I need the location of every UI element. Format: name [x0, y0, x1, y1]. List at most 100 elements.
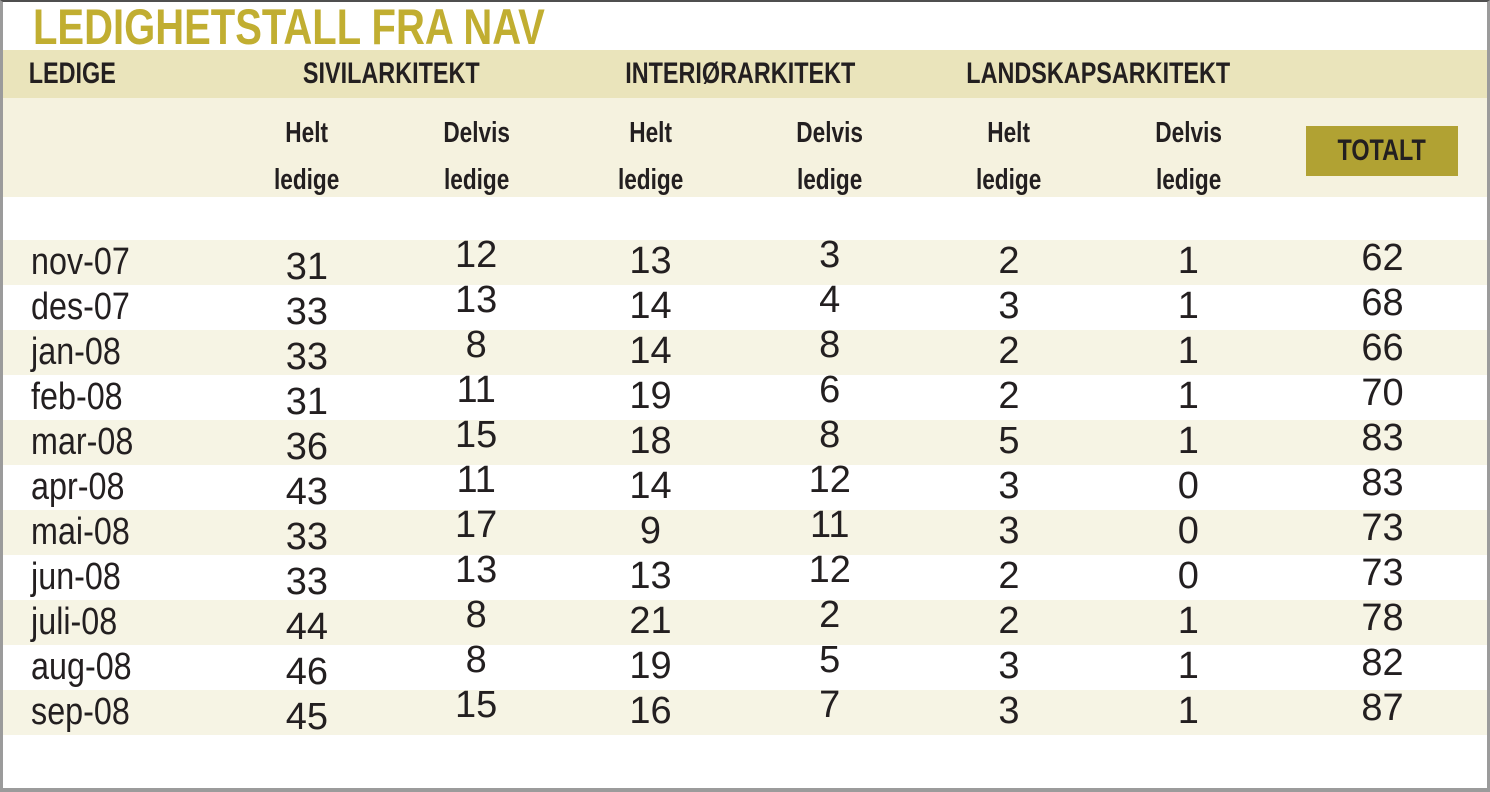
int-delvis-cell: 12 — [808, 459, 851, 501]
int-delvis-cell: 3 — [819, 234, 841, 276]
sub-header-row: Helt ledige Delvis ledige Helt ledige Delvi… — [3, 98, 1487, 197]
totalt-header-wrap: TOTALT — [1278, 98, 1487, 197]
total-cell: 87 — [1361, 687, 1404, 729]
sub-header-int-delvis: Delvis ledige — [796, 117, 864, 196]
month-cell: feb-08 — [31, 376, 123, 418]
total-cell: 70 — [1361, 372, 1404, 414]
month-cell: juli-08 — [31, 601, 118, 643]
land-delvis-cell: 0 — [1177, 510, 1199, 552]
siv-delvis-cell: 12 — [455, 234, 498, 276]
siv-delvis-cell: 11 — [456, 459, 496, 501]
land-delvis-cell: 1 — [1177, 240, 1199, 282]
siv-delvis-cell: 11 — [456, 369, 496, 411]
int-helt-cell: 14 — [629, 465, 672, 507]
header-ledige: LEDIGE — [28, 57, 116, 90]
int-helt-cell: 19 — [629, 645, 672, 687]
table-row: jan-08 33 8 14 8 2 1 66 — [3, 324, 1487, 378]
siv-delvis-cell: 17 — [455, 504, 498, 546]
siv-helt-cell: 36 — [285, 426, 329, 468]
month-cell: aug-08 — [31, 646, 132, 688]
sub-header-spacer — [3, 98, 222, 197]
sub-header-int-helt: Helt ledige — [617, 117, 684, 196]
int-delvis-cell: 2 — [819, 594, 841, 636]
header-group-sivilarkitekt: SIVILARKITEKT — [303, 57, 480, 90]
land-delvis-cell: 1 — [1177, 375, 1199, 417]
totalt-header-badge: TOTALT — [1305, 126, 1458, 176]
column-group-header-row: LEDIGE SIVILARKITEKT INTERIØRARKITEKT LA… — [3, 50, 1487, 98]
siv-helt-cell: 33 — [285, 561, 329, 603]
table-row: mar-08 36 15 18 8 5 1 83 — [3, 414, 1487, 468]
int-delvis-cell: 8 — [819, 324, 841, 366]
total-cell: 83 — [1361, 417, 1404, 459]
total-cell: 66 — [1361, 327, 1404, 369]
table-row: mai-08 33 17 9 11 3 0 73 — [3, 504, 1487, 558]
table-row: juli-08 44 8 21 2 2 1 78 — [3, 594, 1487, 648]
int-helt-cell: 18 — [629, 420, 672, 462]
int-delvis-cell: 12 — [808, 549, 851, 591]
siv-helt-cell: 44 — [285, 606, 329, 648]
land-delvis-cell: 1 — [1177, 600, 1199, 642]
siv-delvis-cell: 8 — [465, 324, 487, 366]
int-delvis-cell: 11 — [810, 504, 850, 546]
land-delvis-cell: 1 — [1177, 330, 1199, 372]
month-cell: nov-07 — [31, 241, 130, 283]
header-group-landskapsarkitekt: LANDSKAPSARKITEKT — [966, 57, 1231, 90]
header-group-interiorarkitekt: INTERIØRARKITEKT — [625, 57, 856, 90]
table-body: nov-07 31 12 13 3 2 1 62 des-07 33 13 14… — [3, 234, 1487, 738]
table-row: sep-08 45 15 16 7 3 1 87 — [3, 684, 1487, 738]
int-delvis-cell: 7 — [819, 684, 841, 726]
total-cell: 83 — [1361, 462, 1404, 504]
int-helt-cell: 16 — [629, 690, 672, 732]
month-cell: jun-08 — [31, 556, 121, 598]
siv-delvis-cell: 8 — [465, 594, 487, 636]
total-cell: 82 — [1361, 642, 1404, 684]
land-helt-cell: 3 — [998, 285, 1020, 327]
int-delvis-cell: 5 — [819, 639, 841, 681]
table-row: des-07 33 13 14 4 3 1 68 — [3, 279, 1487, 333]
siv-delvis-cell: 13 — [455, 549, 498, 591]
month-cell: mar-08 — [31, 421, 134, 463]
land-delvis-cell: 0 — [1177, 465, 1199, 507]
land-helt-cell: 3 — [998, 465, 1020, 507]
sub-header-land-delvis: Delvis ledige — [1154, 117, 1222, 196]
month-cell: sep-08 — [31, 691, 130, 733]
month-cell: mai-08 — [31, 511, 130, 553]
land-helt-cell: 2 — [998, 330, 1020, 372]
land-helt-cell: 5 — [998, 420, 1020, 462]
siv-helt-cell: 46 — [285, 651, 329, 693]
sub-header-siv-helt: Helt ledige — [274, 117, 340, 196]
land-helt-cell: 3 — [998, 645, 1020, 687]
land-delvis-cell: 1 — [1177, 420, 1199, 462]
int-helt-cell: 13 — [629, 240, 672, 282]
land-helt-cell: 2 — [998, 375, 1020, 417]
total-cell: 73 — [1361, 552, 1404, 594]
siv-delvis-cell: 15 — [455, 684, 498, 726]
siv-helt-cell: 33 — [285, 336, 329, 378]
int-delvis-cell: 8 — [819, 414, 841, 456]
land-delvis-cell: 1 — [1177, 285, 1199, 327]
siv-helt-cell: 33 — [285, 516, 329, 558]
int-delvis-cell: 6 — [819, 369, 841, 411]
siv-delvis-cell: 13 — [455, 279, 498, 321]
page-title: LEDIGHETSTALL FRA NAV — [33, 0, 545, 55]
total-cell: 62 — [1361, 237, 1404, 279]
land-delvis-cell: 0 — [1177, 555, 1199, 597]
int-helt-cell: 14 — [629, 285, 672, 327]
table-row: nov-07 31 12 13 3 2 1 62 — [3, 234, 1487, 288]
siv-helt-cell: 31 — [285, 381, 329, 423]
land-delvis-cell: 1 — [1177, 645, 1199, 687]
sub-header-siv-delvis: Delvis ledige — [442, 117, 510, 196]
land-delvis-cell: 1 — [1177, 690, 1199, 732]
siv-helt-cell: 33 — [285, 291, 329, 333]
table-row: apr-08 43 11 14 12 3 0 83 — [3, 459, 1487, 513]
table-row: aug-08 46 8 19 5 3 1 82 — [3, 639, 1487, 693]
siv-delvis-cell: 8 — [465, 639, 487, 681]
siv-helt-cell: 45 — [285, 696, 329, 738]
total-cell: 73 — [1361, 507, 1404, 549]
total-cell: 68 — [1361, 282, 1404, 324]
month-cell: jan-08 — [31, 331, 121, 373]
int-helt-cell: 13 — [629, 555, 672, 597]
siv-helt-cell: 43 — [285, 471, 329, 513]
land-helt-cell: 2 — [998, 600, 1020, 642]
